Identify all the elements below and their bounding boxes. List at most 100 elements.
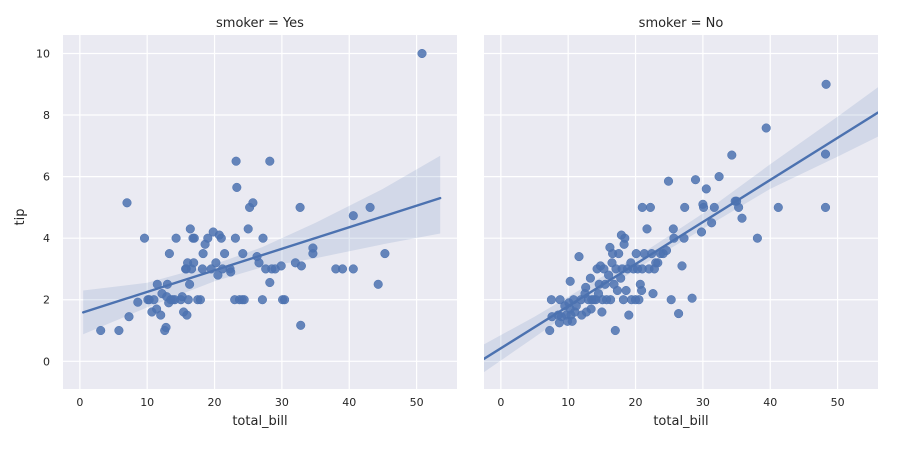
y-tick-label: 8 xyxy=(43,109,50,122)
data-point xyxy=(139,233,150,243)
y-tick-label: 4 xyxy=(43,232,50,245)
data-point xyxy=(232,182,242,192)
y-tick-label: 10 xyxy=(36,47,50,60)
data-point xyxy=(348,264,358,274)
data-point xyxy=(645,202,655,212)
data-point xyxy=(545,325,555,336)
x-axis-label: total_bill xyxy=(232,414,287,429)
data-point xyxy=(295,202,305,212)
regression-line xyxy=(82,196,442,314)
data-point xyxy=(114,325,124,336)
data-point xyxy=(183,295,193,305)
plot-area-background xyxy=(484,35,878,389)
data-point xyxy=(666,295,676,305)
data-point xyxy=(620,233,630,243)
data-point xyxy=(189,258,199,268)
data-point xyxy=(211,258,221,268)
data-point xyxy=(661,245,672,256)
x-axis-label: total_bill xyxy=(653,414,708,429)
x-tick-label: 50 xyxy=(410,396,424,409)
x-tick-label: 40 xyxy=(763,396,777,409)
confidence-band xyxy=(83,155,441,335)
data-point xyxy=(555,295,565,305)
data-point xyxy=(680,202,690,212)
data-point xyxy=(604,270,614,280)
data-point xyxy=(348,211,358,221)
data-point xyxy=(373,279,383,289)
data-point xyxy=(257,295,267,305)
data-point xyxy=(699,202,709,212)
y-axis-label: tip xyxy=(13,209,28,226)
data-point xyxy=(624,310,634,320)
y-tick-label: 0 xyxy=(43,355,50,368)
x-tick-label: 0 xyxy=(76,396,83,409)
x-tick-label: 20 xyxy=(629,396,643,409)
data-point xyxy=(653,258,663,268)
data-point xyxy=(276,261,286,271)
data-point xyxy=(296,261,306,271)
x-tick-label: 10 xyxy=(561,396,575,409)
data-point xyxy=(637,202,647,212)
data-point xyxy=(308,243,318,253)
panel-title: smoker = No xyxy=(639,16,724,31)
data-point xyxy=(612,285,622,296)
data-point xyxy=(597,307,607,317)
panel-title: smoker = Yes xyxy=(216,16,304,31)
x-tick-label: 0 xyxy=(497,396,504,409)
x-tick-label: 30 xyxy=(696,396,710,409)
data-point xyxy=(820,149,831,159)
data-point xyxy=(631,249,641,259)
data-point xyxy=(614,249,624,259)
data-point xyxy=(567,316,577,326)
data-point xyxy=(185,224,195,234)
data-point xyxy=(124,312,134,322)
y-tick-label: 6 xyxy=(43,171,50,184)
data-point xyxy=(164,249,174,259)
data-point xyxy=(606,295,616,305)
data-point xyxy=(296,320,306,330)
data-point xyxy=(239,295,249,305)
data-point xyxy=(707,218,717,228)
data-point xyxy=(734,202,744,212)
data-point xyxy=(213,270,223,280)
data-point xyxy=(156,310,166,320)
data-point xyxy=(265,277,275,288)
data-point xyxy=(189,233,199,243)
x-tick-label: 20 xyxy=(208,396,222,409)
data-point xyxy=(634,295,644,305)
data-point xyxy=(185,279,195,289)
data-point xyxy=(133,297,143,307)
data-point xyxy=(610,325,620,336)
data-point xyxy=(701,184,711,194)
plot-marks xyxy=(82,48,442,336)
regression-line xyxy=(484,111,878,361)
data-point xyxy=(161,322,171,332)
data-point xyxy=(417,48,427,59)
data-point xyxy=(337,264,348,274)
data-point xyxy=(648,289,658,299)
data-point xyxy=(574,252,584,262)
data-point xyxy=(195,295,205,305)
data-point xyxy=(243,224,253,234)
data-point xyxy=(687,293,697,303)
data-point xyxy=(821,79,831,89)
data-point xyxy=(149,295,159,305)
data-point xyxy=(581,282,591,292)
data-point xyxy=(714,172,724,182)
data-point xyxy=(171,233,181,243)
data-point xyxy=(752,233,762,243)
data-point xyxy=(182,310,192,320)
data-point xyxy=(618,295,628,305)
y-tick-label: 2 xyxy=(43,294,50,307)
panel-smoker-yes: 0 10 20 30 40 50 0 2 4 6 8 10 smoker = Yes total_bill xyxy=(36,16,457,429)
data-point xyxy=(668,224,678,234)
data-point xyxy=(380,249,390,259)
x-tick-label: 50 xyxy=(831,396,845,409)
data-point xyxy=(761,123,771,133)
data-point xyxy=(621,285,631,296)
data-point xyxy=(96,325,106,336)
data-point xyxy=(238,249,248,259)
data-point xyxy=(674,309,684,319)
data-point xyxy=(546,295,556,305)
